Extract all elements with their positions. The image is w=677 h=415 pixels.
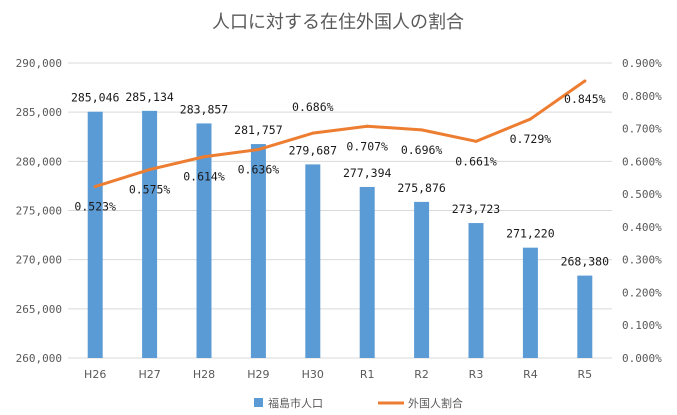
bar-data-label: 277,394 [343,166,392,180]
left-axis-tick-label: 265,000 [16,303,62,316]
legend-bar-swatch [254,398,263,407]
population-bar [250,144,266,358]
right-axis-tick-label: 0.900% [622,57,662,70]
line-data-label: 0.845% [564,92,606,106]
bar-data-labels: 285,046 285,134 283,857 281,757 279,687 277,3… [71,90,609,269]
right-axis-tick-label: 0.800% [622,90,662,103]
left-axis-tick-label: 260,000 [16,352,62,365]
line-data-label: 0.696% [401,143,443,157]
bar-data-label: 285,046 [71,91,120,105]
x-axis-tick-labels: H26 H27 H28 H29 H30 R1 R2 R3 R4 R5 [84,368,592,381]
x-axis-tick-label: R1 [360,368,375,381]
ratio-point [474,139,478,143]
x-axis-tick-label: H27 [138,368,160,381]
ratio-point [311,131,315,135]
bar-data-label: 285,134 [125,90,174,104]
ratio-line-layer [93,79,587,189]
population-bar [522,247,538,358]
x-axis-tick-label: H29 [247,368,269,381]
ratio-point [93,185,97,189]
right-axis-tick-label: 0.000% [622,352,662,365]
right-axis-tick-label: 0.500% [622,188,662,201]
ratio-point [256,148,260,152]
line-data-label: 0.636% [238,163,280,177]
left-axis-tick-label: 285,000 [16,106,62,119]
left-axis-tick-label: 280,000 [16,155,62,168]
right-axis-tick-label: 0.200% [622,286,662,299]
bar-data-label: 271,220 [506,227,555,241]
line-data-label: 0.523% [74,200,116,214]
population-bar [87,111,103,359]
line-data-label: 0.729% [510,132,552,146]
right-axis-tick-label: 0.400% [622,221,662,234]
line-data-labels: 0.523% 0.575% 0.614% 0.636% 0.686% 0.707% 0.69… [74,92,605,214]
legend-bar-label: 福島市人口 [268,396,323,410]
population-bar [414,201,430,358]
ratio-point [583,79,587,83]
ratio-point [148,168,152,172]
ratio-point [365,124,369,128]
legend-line-label: 外国人割合 [408,396,463,410]
legend: 福島市人口 外国人割合 [254,396,463,410]
bar-data-label: 281,757 [234,123,283,137]
population-bar [142,110,158,358]
x-axis-tick-label: R3 [469,368,484,381]
line-data-label: 0.661% [455,154,497,168]
x-axis-tick-label: R5 [577,368,592,381]
bar-data-label: 275,876 [397,181,446,195]
line-data-label: 0.707% [346,139,388,153]
population-bars [87,110,593,359]
population-bar [577,275,593,358]
right-axis-tick-label: 0.300% [622,254,662,267]
x-axis-tick-label: R4 [523,368,538,381]
gridlines [68,62,612,359]
line-data-label: 0.686% [292,100,334,114]
line-data-label: 0.614% [183,170,225,184]
right-axis-tick-label: 0.700% [622,123,662,136]
left-axis-tick-labels: 260,000 265,000 270,000 275,000 280,000 285,0… [16,57,62,365]
ratio-point [202,155,206,159]
right-axis-tick-label: 0.600% [622,155,662,168]
population-bar [305,164,321,358]
bar-data-label: 273,723 [452,202,501,216]
bar-data-label: 279,687 [289,143,338,157]
ratio-line [93,79,587,189]
left-axis-tick-label: 290,000 [16,57,62,70]
ratio-point [528,117,532,121]
chart-title: 人口に対する在住外国人の割合 [212,12,464,33]
bar-data-label: 283,857 [180,102,229,116]
right-axis-tick-label: 0.100% [622,319,662,332]
x-axis-tick-label: H26 [84,368,106,381]
x-axis-tick-label: R2 [414,368,429,381]
population-bar [196,123,212,359]
line-data-label: 0.575% [129,183,171,197]
bar-data-label: 268,380 [561,255,610,269]
right-axis-tick-labels: 0.000% 0.100% 0.200% 0.300% 0.400% 0.500% 0.60… [622,57,662,365]
x-axis-tick-label: H28 [193,368,215,381]
population-bar [359,186,375,358]
x-axis-tick-label: H30 [302,368,324,381]
population-bar [468,223,484,358]
ratio-point [420,128,424,132]
left-axis-tick-label: 270,000 [16,254,62,267]
left-axis-tick-label: 275,000 [16,205,62,218]
